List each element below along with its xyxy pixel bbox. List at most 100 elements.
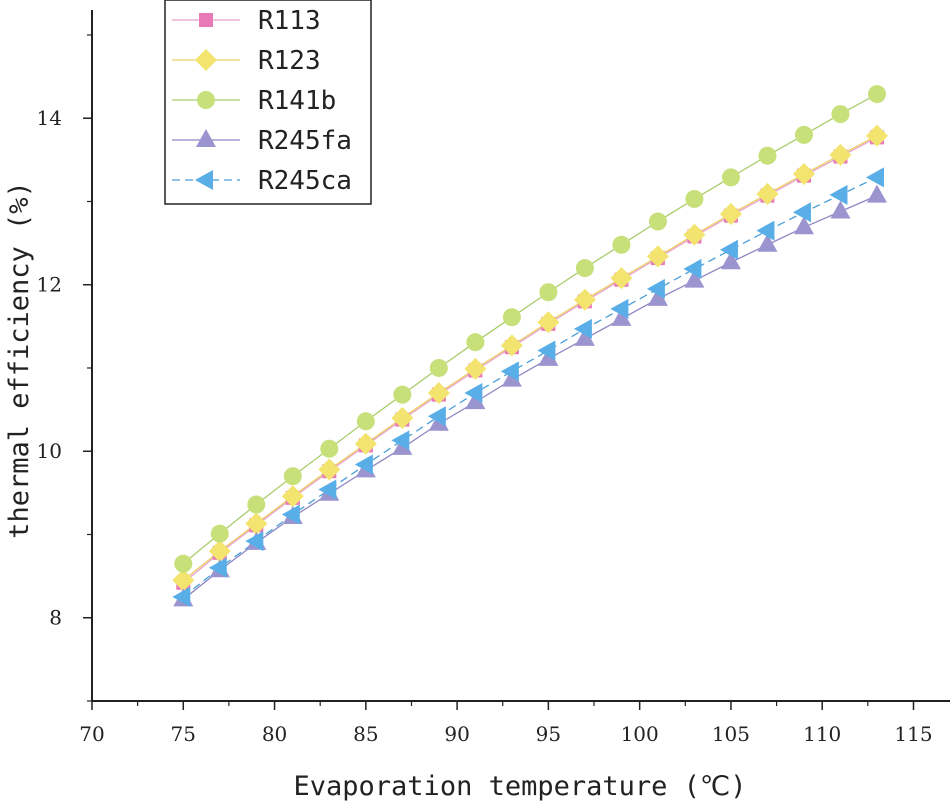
data-point-r245ca xyxy=(354,454,373,475)
legend: R113 R123 R141b R245fa R245ca xyxy=(164,0,372,205)
plot-area: 70 75 80 85 90 95 100 105 110 115 8 10 12 14 xyxy=(37,10,950,746)
data-point-r141b xyxy=(794,125,813,144)
data-point-r123 xyxy=(573,288,596,311)
x-tick-label: 100 xyxy=(621,722,659,746)
x-tick-label: 110 xyxy=(803,722,841,746)
y-tick-label: 10 xyxy=(37,439,62,463)
data-point-r245fa xyxy=(793,216,814,235)
data-point-r123 xyxy=(245,512,268,535)
data-point-r245fa xyxy=(647,287,668,306)
legend-marker-r245ca xyxy=(195,170,213,190)
data-point-r141b xyxy=(247,495,266,514)
x-tick-label: 70 xyxy=(79,722,104,746)
legend-label-r245ca: R245ca xyxy=(258,166,352,196)
y-tick-label: 12 xyxy=(37,273,62,297)
x-tick-label: 85 xyxy=(353,722,378,746)
data-point-r141b xyxy=(575,259,594,278)
x-tick-label: 90 xyxy=(444,722,469,746)
data-point-r245ca xyxy=(573,318,592,339)
legend-label-r141b: R141b xyxy=(258,86,336,116)
data-point-r123 xyxy=(792,163,815,186)
x-tick-label: 80 xyxy=(262,722,287,746)
data-point-r245ca xyxy=(318,479,337,500)
data-point-r141b xyxy=(283,467,302,486)
data-point-r245ca xyxy=(464,382,483,403)
data-point-r123 xyxy=(500,334,523,357)
data-point-r141b xyxy=(502,308,521,327)
series-markers xyxy=(172,85,888,607)
data-point-r245ca xyxy=(756,220,775,241)
data-point-r141b xyxy=(174,554,193,573)
data-point-r123 xyxy=(865,124,888,147)
legend-marker-r113 xyxy=(199,13,213,27)
x-ticks: 70 75 80 85 90 95 100 105 110 115 xyxy=(79,701,933,746)
y-ticks: 8 10 12 14 xyxy=(37,34,92,702)
data-point-r141b xyxy=(648,212,667,231)
data-point-r245ca xyxy=(719,239,738,260)
data-point-r141b xyxy=(466,333,485,352)
data-point-r141b xyxy=(867,85,886,104)
data-point-r245ca xyxy=(391,430,410,451)
y-tick-label: 8 xyxy=(49,606,62,630)
data-point-r245ca xyxy=(245,531,264,552)
data-point-r123 xyxy=(683,223,706,246)
legend-marker-r245fa xyxy=(196,129,216,147)
data-point-r123 xyxy=(318,458,341,481)
series-line-r245fa xyxy=(182,195,878,600)
y-tick-label: 14 xyxy=(37,106,62,130)
data-point-r123 xyxy=(610,267,633,290)
data-point-r123 xyxy=(172,569,195,592)
data-point-r123 xyxy=(427,381,450,404)
data-point-r141b xyxy=(393,385,412,404)
data-point-r123 xyxy=(829,143,852,166)
data-point-r123 xyxy=(756,182,779,205)
x-tick-label: 115 xyxy=(894,722,932,746)
data-point-r245fa xyxy=(611,307,632,326)
legend-marker-r141b xyxy=(197,91,215,109)
legend-label-r123: R123 xyxy=(258,46,321,76)
data-point-r141b xyxy=(210,524,229,543)
data-point-r245ca xyxy=(792,202,811,223)
legend-marker-r123 xyxy=(195,49,217,71)
y-axis-title: thermal efficiency (%) xyxy=(4,181,35,539)
data-point-r245ca xyxy=(646,278,665,299)
x-tick-label: 105 xyxy=(712,722,750,746)
data-point-r245fa xyxy=(866,184,887,203)
legend-label-r245fa: R245fa xyxy=(258,126,352,156)
x-tick-label: 95 xyxy=(536,722,561,746)
data-point-r245ca xyxy=(500,361,519,382)
data-point-r245ca xyxy=(427,406,446,427)
data-point-r141b xyxy=(429,358,448,377)
x-tick-label: 75 xyxy=(171,722,196,746)
data-point-r123 xyxy=(719,202,742,225)
data-point-r141b xyxy=(721,168,740,187)
data-point-r123 xyxy=(208,540,231,563)
data-point-r245ca xyxy=(537,340,556,361)
data-point-r141b xyxy=(356,412,375,431)
data-point-r141b xyxy=(831,105,850,124)
data-point-r245fa xyxy=(757,233,778,252)
data-point-r245ca xyxy=(865,167,884,188)
data-point-r245fa xyxy=(501,368,522,387)
data-point-r123 xyxy=(537,311,560,334)
data-point-r141b xyxy=(685,189,704,208)
data-point-r141b xyxy=(539,283,558,302)
series-line-r245ca xyxy=(182,176,878,598)
data-point-r245fa xyxy=(720,251,741,270)
x-axis-title: Evaporation temperature (℃) xyxy=(294,771,747,802)
data-point-r245fa xyxy=(574,327,595,346)
data-point-r245fa xyxy=(830,200,851,219)
legend-label-r113: R113 xyxy=(258,6,321,36)
data-point-r245fa xyxy=(538,347,559,366)
data-point-r141b xyxy=(758,146,777,165)
data-point-r123 xyxy=(391,406,414,429)
data-point-r245fa xyxy=(684,269,705,288)
data-point-r245ca xyxy=(281,504,300,525)
data-point-r141b xyxy=(320,439,339,458)
data-point-r123 xyxy=(464,357,487,380)
data-point-r245ca xyxy=(208,557,227,578)
data-point-r245fa xyxy=(465,391,486,410)
data-point-r123 xyxy=(281,485,304,508)
data-point-r245ca xyxy=(829,184,848,205)
